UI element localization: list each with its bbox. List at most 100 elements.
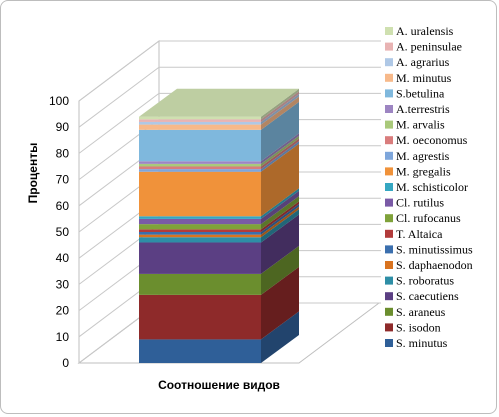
bar-segment bbox=[139, 311, 299, 363]
legend-swatch bbox=[385, 151, 393, 160]
legend-label: S. caecutiens bbox=[396, 289, 459, 303]
bar-segment bbox=[139, 101, 299, 162]
bar-segment bbox=[139, 266, 299, 340]
y-tick-label: 0 bbox=[62, 356, 69, 370]
legend-item: T. Altaica bbox=[385, 227, 443, 241]
y-tick-label: 50 bbox=[56, 225, 70, 239]
y-tick-label: 60 bbox=[56, 199, 70, 213]
legend-swatch bbox=[385, 292, 393, 301]
bar-segments bbox=[139, 88, 299, 363]
legend-swatch bbox=[385, 105, 393, 113]
legend-label: M. arvalis bbox=[396, 118, 445, 132]
legend-item: S. minutus bbox=[385, 336, 448, 350]
bar-segment bbox=[139, 206, 299, 238]
legend-label: M. schisticolor bbox=[396, 180, 468, 194]
legend-item: M. minutus bbox=[385, 71, 452, 85]
legend-swatch bbox=[385, 27, 393, 35]
legend-label: S. minutus bbox=[396, 336, 448, 350]
legend-item: M. arvalis bbox=[385, 118, 445, 132]
legend-swatch bbox=[385, 89, 393, 98]
y-axis-ticks: 0 10 20 30 40 50 60 70 80 90 100 bbox=[49, 94, 69, 370]
legend-swatch bbox=[385, 245, 393, 254]
legend-label: M. minutus bbox=[396, 71, 452, 85]
legend-label: M. gregalis bbox=[396, 164, 451, 178]
bar-segment bbox=[139, 201, 299, 232]
legend-swatch bbox=[385, 323, 393, 332]
legend-label: A. peninsulae bbox=[396, 40, 462, 54]
legend-swatch bbox=[385, 73, 393, 82]
legend-item: Cl. rufocanus bbox=[385, 211, 461, 225]
legend-label: S. daphaenodon bbox=[396, 258, 473, 272]
bar-segment bbox=[139, 214, 299, 274]
bar-segment bbox=[139, 96, 299, 130]
legend-item: M. gregalis bbox=[385, 164, 451, 178]
legend-swatch bbox=[385, 183, 393, 191]
legend-item: M. oeconomus bbox=[385, 133, 468, 147]
legend-item: S. isodon bbox=[385, 320, 441, 334]
legend-swatch bbox=[385, 120, 393, 129]
legend-label: S. araneus bbox=[396, 305, 446, 319]
legend-swatch bbox=[385, 198, 393, 207]
legend-item: S. araneus bbox=[385, 305, 446, 319]
gridline bbox=[78, 92, 381, 154]
y-tick-label: 30 bbox=[56, 277, 70, 291]
bar-segment bbox=[139, 143, 299, 217]
y-tick-label: 70 bbox=[56, 173, 70, 187]
legend-swatch bbox=[385, 58, 393, 67]
legend-item: S. caecutiens bbox=[385, 289, 459, 303]
legend-item: A. uralensis bbox=[385, 24, 454, 38]
legend-item: A. agrarius bbox=[385, 55, 450, 69]
bar-segment bbox=[139, 190, 299, 225]
gridline bbox=[78, 40, 381, 102]
legend-item: S.betulina bbox=[385, 86, 445, 100]
gridline bbox=[78, 66, 381, 128]
y-tick-label: 100 bbox=[49, 94, 69, 108]
legend-swatch bbox=[385, 229, 393, 238]
legend-item: A.terrestris bbox=[385, 102, 450, 116]
bar-segment bbox=[139, 204, 299, 235]
legend-label: A.terrestris bbox=[396, 102, 450, 116]
legend-label: Cl. rufocanus bbox=[396, 211, 461, 225]
legend-label: A. agrarius bbox=[396, 55, 450, 69]
legend-label: A. uralensis bbox=[396, 24, 454, 38]
legend-swatch bbox=[385, 307, 393, 316]
x-axis-title: Соотношение видов bbox=[158, 378, 280, 392]
legend-swatch bbox=[385, 136, 393, 145]
bar-segment bbox=[139, 138, 299, 170]
legend-item: S. roboratus bbox=[385, 274, 454, 288]
legend-swatch bbox=[385, 339, 393, 347]
bar-segment bbox=[139, 245, 299, 295]
legend-label: S. isodon bbox=[396, 320, 441, 334]
y-tick-label: 90 bbox=[56, 120, 70, 134]
y-tick-label: 80 bbox=[56, 146, 70, 160]
bar-segment bbox=[139, 135, 299, 167]
bar-segment bbox=[139, 196, 299, 230]
bar-segment bbox=[139, 188, 299, 219]
bar-top-face bbox=[139, 88, 299, 117]
bar-segment bbox=[139, 133, 299, 164]
legend-swatch bbox=[385, 42, 393, 51]
legend-swatch bbox=[385, 214, 393, 223]
legend-label: S. minutissimus bbox=[396, 242, 473, 256]
legend-label: Cl. rutilus bbox=[396, 196, 444, 210]
legend-item: M. agrestis bbox=[385, 149, 450, 163]
legend-label: S. roboratus bbox=[396, 274, 454, 288]
bar-segment bbox=[139, 93, 299, 125]
legend-swatch bbox=[385, 261, 393, 269]
legend-label: T. Altaica bbox=[396, 227, 443, 241]
legend-item: M. schisticolor bbox=[385, 180, 468, 194]
legend-item: S. minutissimus bbox=[385, 242, 473, 256]
legend-swatch bbox=[385, 276, 393, 285]
y-tick-label: 10 bbox=[56, 330, 70, 344]
y-axis-title: Проценты bbox=[26, 143, 40, 204]
legend-label: M. oeconomus bbox=[396, 133, 468, 147]
legend-label: M. agrestis bbox=[396, 149, 450, 163]
y-tick-label: 20 bbox=[56, 304, 70, 318]
legend-label: S.betulina bbox=[396, 86, 445, 100]
bar-segment bbox=[139, 209, 299, 243]
bar-segment bbox=[139, 141, 299, 172]
legend-item: Cl. rutilus bbox=[385, 196, 444, 210]
